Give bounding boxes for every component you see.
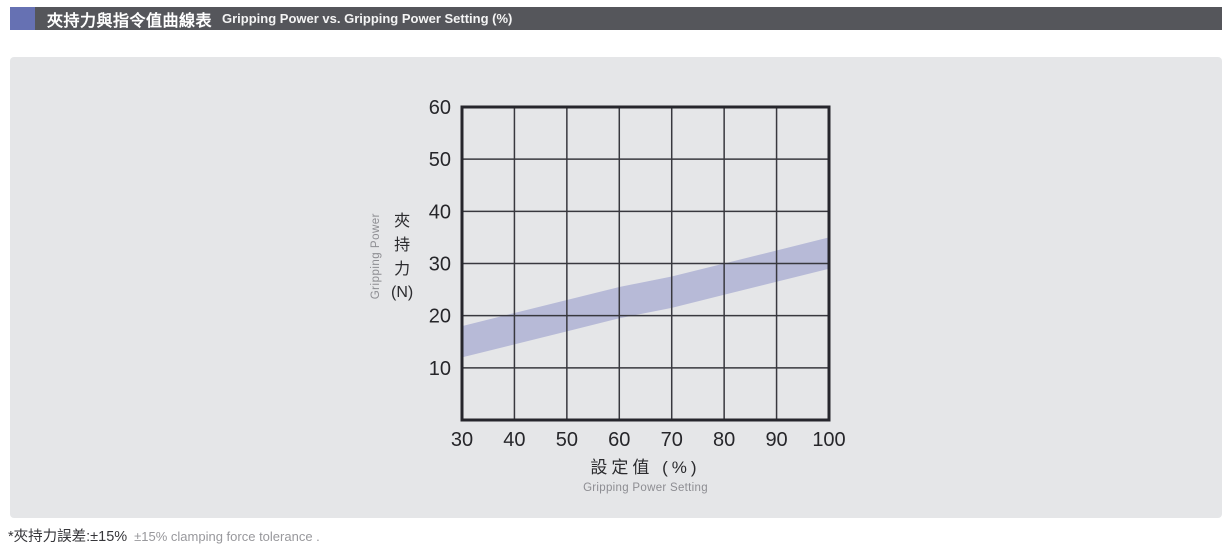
y-axis-title-zh-block: 夾持力 (N) — [391, 210, 413, 302]
x-tick-label: 50 — [556, 429, 578, 451]
y-axis-unit: (N) — [391, 284, 414, 301]
x-tick-label: 70 — [661, 429, 683, 451]
chart-panel: Gripping Power 夾持力 (N) 10 20 30 40 50 60 30 40 5… — [10, 57, 1222, 518]
x-tick-label: 30 — [451, 429, 473, 451]
y-axis-title: Gripping Power 夾持力 (N) — [370, 210, 413, 302]
footnote-zh: *夾持力誤差:±15% — [8, 529, 128, 545]
y-tick-label: 60 — [429, 97, 451, 119]
x-axis-title: 設定值 (%) Gripping Power Setting — [462, 453, 829, 494]
header-title-en: Gripping Power vs. Gripping Power Settin… — [222, 11, 513, 26]
x-tick-label: 60 — [608, 429, 630, 451]
y-tick-label: 40 — [429, 201, 451, 223]
x-tick-label: 80 — [713, 429, 735, 451]
x-axis-title-en: Gripping Power Setting — [583, 482, 708, 494]
x-tick-label: 40 — [503, 429, 525, 451]
y-axis-title-zh: 夾持力 — [394, 213, 411, 278]
y-tick-label: 30 — [429, 254, 451, 276]
y-tick-label: 10 — [429, 358, 451, 380]
y-tick-label: 20 — [429, 306, 451, 328]
gripping-power-chart: 10 20 30 40 50 60 30 40 50 60 70 80 90 100 — [429, 97, 846, 451]
y-axis-title-en: Gripping Power — [370, 212, 382, 300]
tolerance-band — [462, 237, 829, 358]
x-tick-label: 90 — [765, 429, 787, 451]
header-title-zh: 夾持力與指令值曲線表 — [47, 12, 213, 30]
header-bar: 夾持力與指令值曲線表 Gripping Power vs. Gripping P… — [10, 7, 1222, 30]
x-tick-label: 100 — [812, 429, 845, 451]
footnote: *夾持力誤差:±15% ±15% clamping force toleranc… — [8, 525, 320, 546]
x-axis-title-zh: 設定值 (%) — [590, 458, 701, 477]
y-tick-label: 50 — [429, 149, 451, 171]
footnote-en: ±15% clamping force tolerance . — [134, 529, 320, 544]
header-accent-square — [10, 7, 35, 30]
